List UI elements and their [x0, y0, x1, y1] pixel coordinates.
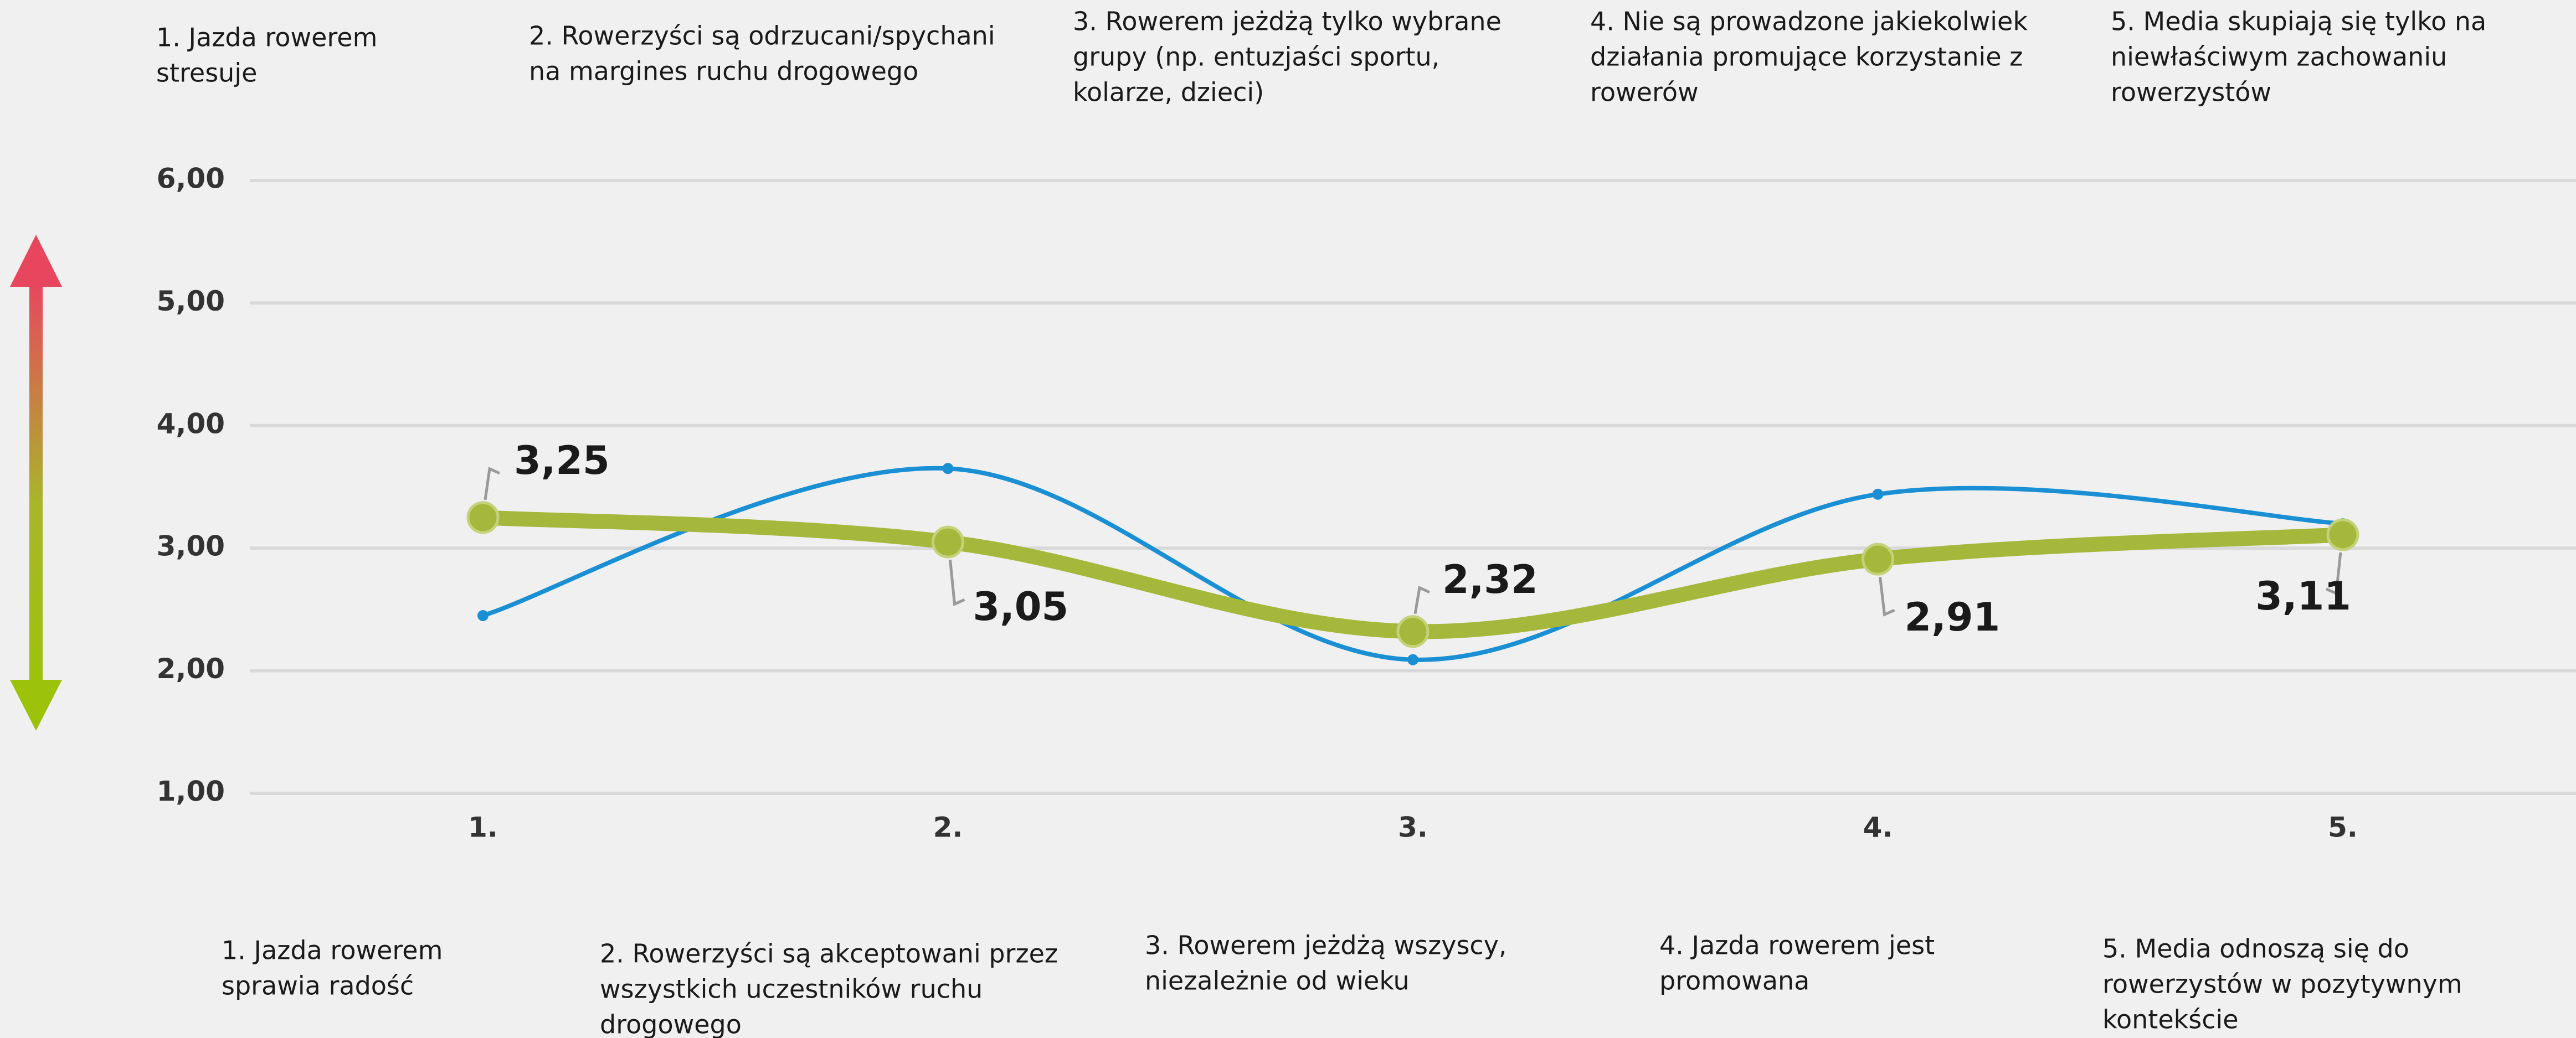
top-annotation: 5. Media skupiają się tylko na: [2111, 7, 2486, 37]
point: [942, 463, 954, 474]
top-annotation: grupy (np. entuzjaści sportu,: [1073, 42, 1439, 72]
bottom-annotation: promowana: [1659, 966, 1809, 996]
x-tick-label: 1.: [468, 812, 498, 844]
y-tick-label: 2,00: [157, 653, 225, 685]
bottom-annotation: niezależnie od wieku: [1145, 966, 1410, 996]
data-label: 3,25: [514, 438, 610, 483]
y-tick-label: 5,00: [157, 285, 225, 317]
bottom-annotation: 5. Media odnoszą się do: [2102, 934, 2409, 964]
scale-arrow: [10, 235, 62, 731]
leader-line: [949, 559, 965, 606]
point: [2326, 518, 2359, 551]
top-annotation: na margines ruchu drogowego: [529, 56, 918, 86]
y-tick-label: 6,00: [157, 163, 225, 195]
y-tick-label: 1,00: [157, 776, 225, 808]
leader-line: [484, 467, 501, 500]
bottom-annotation: 4. Jazda rowerem jest: [1659, 931, 1935, 960]
data-label: 3,05: [973, 584, 1069, 629]
leader-line: [2325, 552, 2342, 596]
point: [466, 501, 500, 534]
point: [1872, 488, 1884, 500]
x-tick-label: 4.: [1863, 812, 1893, 844]
x-tick-label: 5.: [2328, 812, 2358, 844]
top-annotation: rowerzystów: [2111, 78, 2271, 107]
top-annotation: stresuje: [156, 58, 257, 88]
bottom-annotation: 3. Rowerem jeżdżą wszyscy,: [1145, 931, 1507, 960]
top-annotation: 4. Nie są prowadzone jakiekolwiek: [1590, 7, 2028, 37]
point: [1396, 615, 1430, 648]
bottom-annotation: drogowego: [600, 1010, 742, 1038]
top-annotation: 2. Rowerzyści są odrzucani/spychani: [529, 21, 995, 51]
bottom-annotation: rowerzystów w pozytywnym: [2102, 969, 2462, 999]
data-label: 3,11: [2255, 574, 2351, 619]
top-annotation: niewłaściwym zachowaniu: [2111, 42, 2447, 72]
bottom-annotation: wszystkich uczestników ruchu: [600, 974, 983, 1004]
bottom-annotation: sprawia radość: [222, 971, 414, 1001]
bottom-annotation: 1. Jazda rowerem: [222, 936, 443, 965]
leader-line: [1879, 576, 1895, 617]
point: [1407, 654, 1418, 665]
y-tick-label: 3,00: [157, 530, 225, 562]
x-tick-label: 3.: [1398, 812, 1428, 844]
data-label: 2,32: [1442, 557, 1538, 602]
bottom-annotation: 2. Rowerzyści są akceptowani przez: [600, 939, 1058, 969]
bottom-annotation: kontekście: [2102, 1005, 2239, 1035]
series-line: [475, 510, 2351, 639]
top-annotation: 1. Jazda rowerem: [156, 23, 377, 53]
data-label: 2,91: [1905, 595, 2001, 640]
top-annotation: rowerów: [1590, 78, 1699, 107]
leader-line: [1413, 586, 1431, 614]
top-annotation: działania promujące korzystanie z: [1590, 42, 2023, 72]
point: [932, 525, 964, 559]
point: [477, 610, 489, 621]
top-annotation: kolarze, dzieci): [1073, 78, 1264, 107]
point: [1862, 543, 1894, 576]
y-tick-label: 4,00: [157, 407, 225, 440]
x-tick-label: 2.: [933, 812, 963, 844]
top-annotation: 3. Rowerem jeżdżą tylko wybrane: [1073, 7, 1502, 37]
